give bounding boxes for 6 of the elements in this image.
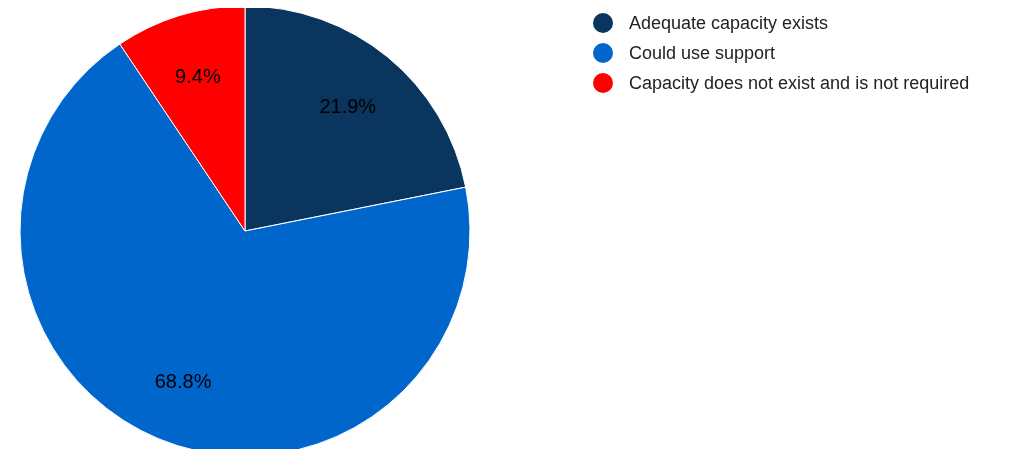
legend-label: Could use support xyxy=(629,42,776,64)
legend-label: Adequate capacity exists xyxy=(629,12,829,34)
data-label: 21.9% xyxy=(319,94,377,117)
data-label: 9.4% xyxy=(175,65,221,87)
legend-label: Capacity does not exist and is not required xyxy=(629,72,970,94)
data-label: 68.8% xyxy=(154,369,212,392)
